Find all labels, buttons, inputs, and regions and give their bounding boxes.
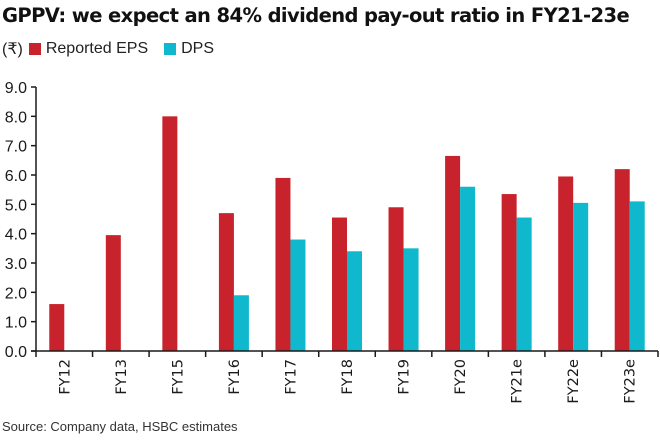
x-tick-label: FY17	[283, 359, 299, 395]
legend-item-eps: Reported EPS	[23, 40, 148, 58]
bar-eps-fy16	[218, 213, 234, 351]
legend-item-dps: DPS	[158, 40, 214, 58]
legend-label-eps: Reported EPS	[45, 40, 149, 57]
y-tick-label: 1.0	[5, 315, 27, 332]
bar-eps-fy21e	[501, 194, 517, 351]
x-tick-label: FY16	[227, 359, 243, 395]
y-tick-label: 5.0	[5, 197, 27, 214]
legend-label-dps: DPS	[181, 40, 215, 57]
bar-eps-fy22e	[558, 176, 574, 351]
y-tick-label: 7.0	[5, 139, 27, 156]
x-tick-label: FY21e	[510, 359, 526, 404]
bar-dps-fy17	[290, 239, 306, 351]
y-tick-label: 3.0	[5, 256, 27, 273]
y-tick-label: 4.0	[5, 227, 27, 244]
bar-eps-fy18	[332, 217, 347, 351]
bar-eps-fy12	[49, 304, 65, 351]
chart-title: GPPV: we expect an 84% dividend pay-out …	[2, 4, 630, 27]
x-tick-label: FY13	[114, 359, 130, 395]
y-tick-label: 2.0	[5, 285, 27, 302]
x-tick-label: FY12	[57, 359, 73, 395]
y-tick-label: 6.0	[5, 168, 27, 185]
x-tick-label: FY18	[340, 359, 356, 395]
bar-dps-fy16	[233, 295, 249, 351]
x-tick-label: FY23e	[623, 359, 639, 404]
bar-eps-fy17	[275, 177, 291, 351]
unit-label: (₹)	[2, 41, 23, 58]
bar-dps-fy18	[347, 251, 362, 351]
y-tick-label: 8.0	[5, 109, 27, 126]
bar-eps-fy13	[105, 235, 121, 351]
bar-dps-fy21e	[516, 217, 532, 351]
bar-eps-fy15	[162, 116, 178, 351]
bar-eps-fy23e	[614, 169, 630, 351]
legend-swatch-dps	[164, 43, 177, 55]
bar-dps-fy23e	[629, 201, 645, 351]
bar-dps-fy22e	[573, 202, 589, 351]
x-tick-label: FY20	[453, 359, 469, 395]
bar-dps-fy19	[403, 248, 419, 351]
source-note: Source: Company data, HSBC estimates	[2, 419, 238, 434]
y-tick-label: 9.0	[5, 80, 27, 97]
legend: (₹) Reported EPS DPS	[2, 39, 224, 59]
bar-eps-fy20	[445, 155, 461, 351]
x-tick-label: FY15	[170, 359, 186, 395]
y-tick-label: 0.0	[5, 344, 27, 361]
bar-dps-fy20	[460, 186, 476, 351]
x-tick-label: FY22e	[566, 359, 582, 404]
legend-swatch-eps	[28, 43, 41, 55]
bar-eps-fy19	[388, 207, 404, 351]
x-tick-label: FY19	[397, 359, 413, 395]
